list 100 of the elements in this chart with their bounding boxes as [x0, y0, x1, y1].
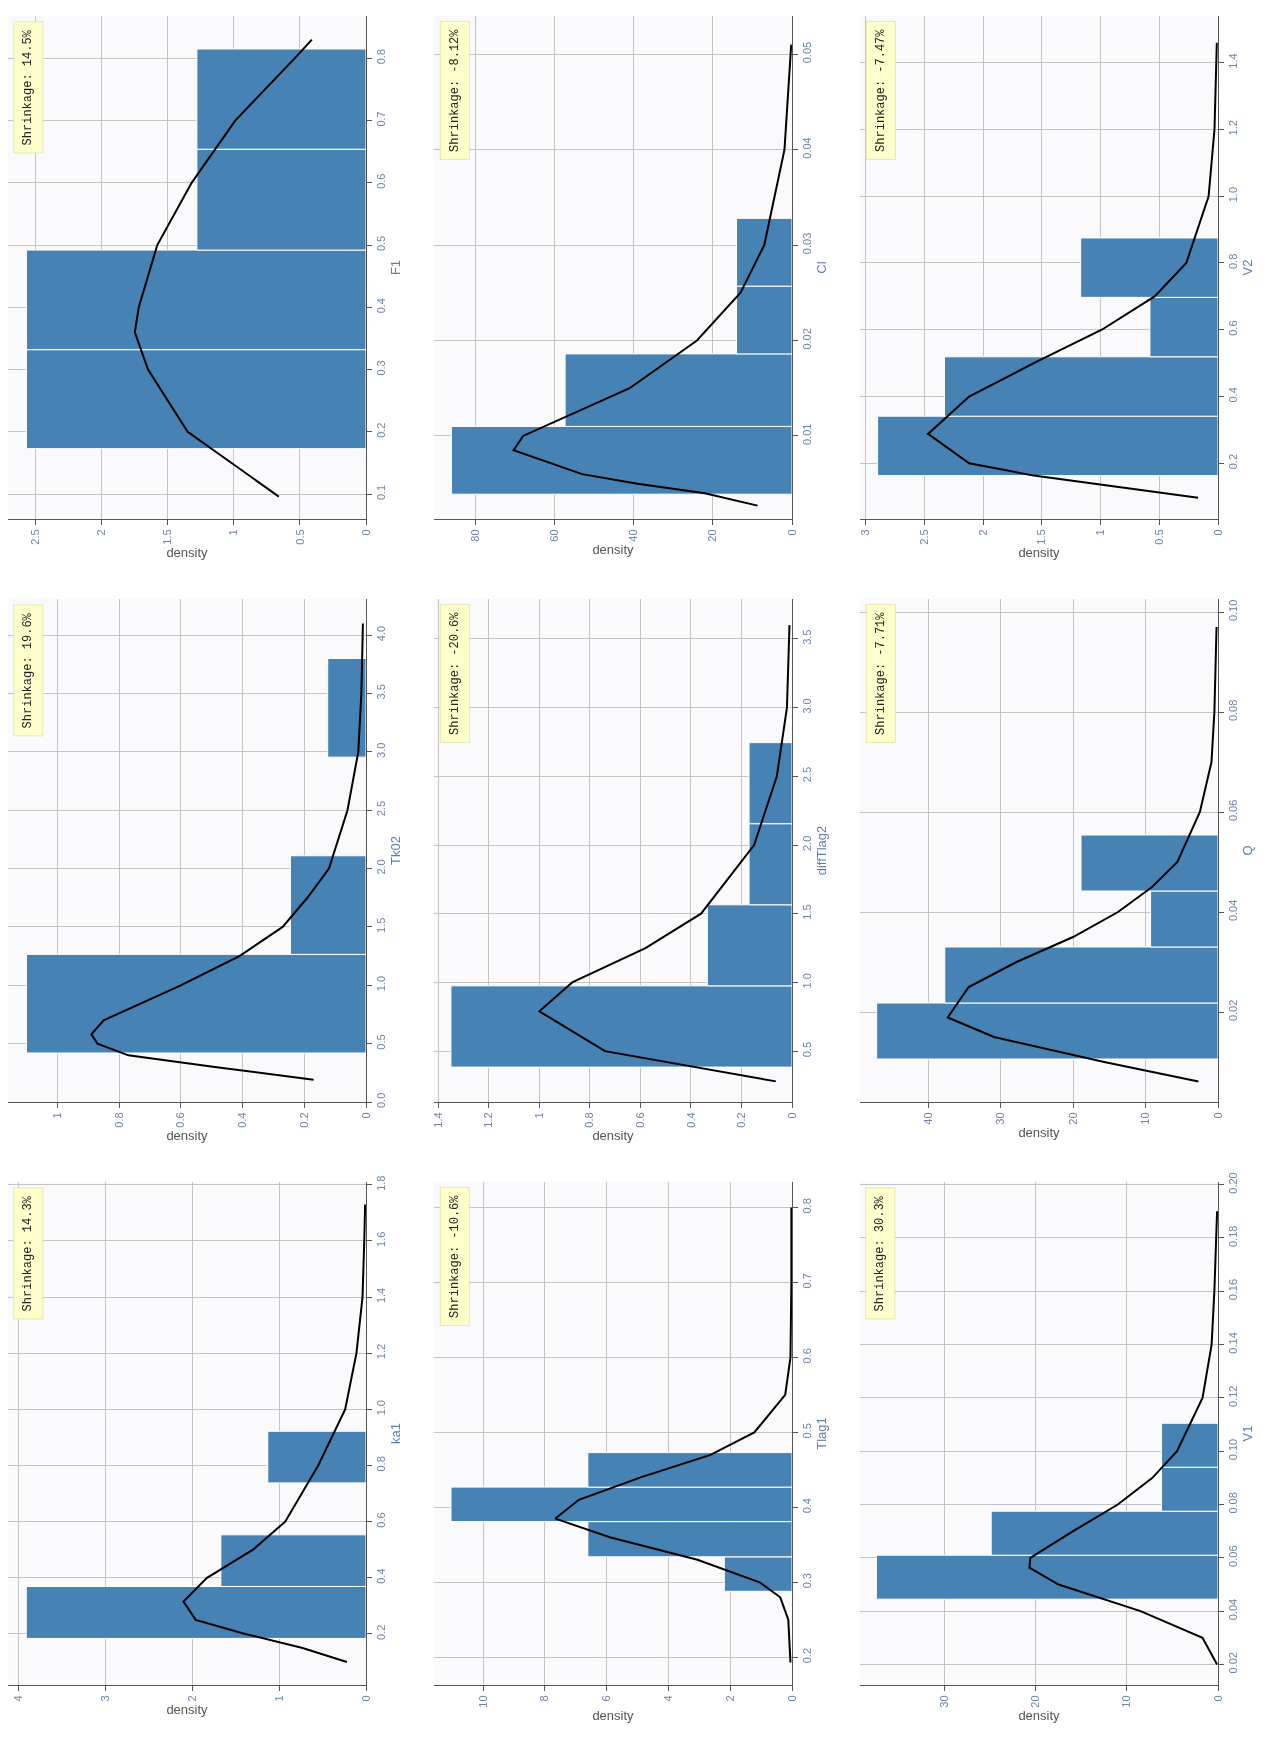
y-tick-label: 0.14	[1227, 1332, 1240, 1354]
annotation: Shrinkage: -10.6%	[447, 1194, 462, 1318]
y-tick-label: 0.8	[1227, 253, 1240, 269]
x-tick-label: 40	[627, 529, 640, 542]
x-tick-label: 0.4	[236, 1112, 249, 1128]
x-tick-label: 0.5	[1152, 529, 1165, 545]
x-axis-title: density	[592, 1708, 635, 1724]
y-tick-label: 0.6	[375, 173, 388, 189]
y-tick-label: 3.5	[375, 684, 388, 700]
x-tick-label: 0.4	[684, 1112, 697, 1128]
y-tick-label: 2.5	[801, 766, 814, 783]
y-tick-label: 0.6	[801, 1348, 814, 1364]
x-tick-label: 30	[994, 1112, 1007, 1125]
y-tick-label: 0.03	[801, 232, 814, 255]
x-tick-label: 10	[476, 1695, 489, 1708]
x-axis-title: density	[166, 1128, 209, 1144]
x-tick-label: 4	[12, 1695, 25, 1702]
y-tick-label: 0.2	[1227, 453, 1240, 470]
y-tick-label: 0.4	[801, 1498, 814, 1514]
y-tick-label: 1.4	[1227, 53, 1240, 69]
y-tick-label: 0.6	[375, 1512, 388, 1528]
x-tick-label: 0	[785, 1695, 798, 1702]
y-tick-label: 0.02	[1227, 1652, 1240, 1674]
y-tick-label: 0.04	[1227, 899, 1240, 922]
y-tick-label: 3.0	[375, 742, 388, 758]
y-tick-label: 0.12	[1227, 1385, 1240, 1407]
y-tick-label: 0.7	[801, 1273, 814, 1289]
y-axis-title: Tk02	[387, 836, 403, 865]
y-tick-label: 0.02	[1227, 999, 1240, 1022]
x-axis-title: density	[592, 542, 635, 558]
y-tick-label: 0.5	[801, 1423, 814, 1439]
annotation: Shrinkage: -7.71%	[873, 611, 888, 735]
y-axis-title: V1	[1239, 1425, 1255, 1442]
x-tick-label: 0.6	[174, 1112, 187, 1128]
y-tick-label: 0.3	[801, 1573, 814, 1589]
y-axis-title: ka1	[387, 1423, 403, 1444]
x-tick-label: 60	[547, 529, 560, 542]
annotation: Shrinkage: -20.6%	[447, 611, 462, 735]
x-tick-label: 3	[859, 529, 872, 536]
x-tick-label: 0.6	[633, 1112, 646, 1128]
y-tick-label: 0.8	[375, 1456, 388, 1472]
y-tick-label: 0.08	[1227, 1492, 1240, 1514]
y-tick-label: 0.4	[1227, 387, 1240, 403]
x-tick-label: 0	[1211, 1112, 1224, 1119]
y-tick-label: 3.0	[801, 698, 814, 714]
x-axis-title: density	[166, 545, 209, 561]
y-axis-title: Tlag1	[813, 1417, 829, 1450]
y-tick-label: 3.5	[801, 629, 814, 645]
y-tick-label: 0.0	[375, 1092, 388, 1108]
x-tick-label: 20	[1066, 1112, 1079, 1125]
y-axis-title: V2	[1239, 259, 1255, 276]
x-tick-label: 0.2	[297, 1112, 310, 1128]
y-tick-label: 1.0	[801, 973, 814, 989]
annotation: Shrinkage: 14.3%	[21, 1195, 36, 1312]
x-tick-label: 0	[359, 529, 372, 536]
x-axis-title: density	[166, 1702, 209, 1718]
y-tick-label: 0.04	[801, 137, 814, 159]
x-tick-label: 1	[1094, 529, 1107, 536]
annotation: Shrinkage: -7.47%	[873, 28, 888, 152]
y-tick-label: 1.4	[375, 1287, 388, 1304]
x-tick-label: 20	[1029, 1695, 1042, 1708]
y-tick-label: 1.0	[1227, 186, 1240, 203]
y-tick-label: 2.0	[801, 835, 814, 851]
x-tick-label: 2.5	[918, 529, 931, 545]
annotation: Shrinkage: 14.5%	[21, 29, 36, 146]
y-tick-label: 1.0	[375, 975, 388, 992]
y-tick-label: 0.2	[375, 1624, 388, 1640]
y-tick-label: 0.7	[375, 111, 388, 127]
x-tick-label: 10	[1139, 1112, 1152, 1125]
y-tick-label: 1.2	[375, 1343, 388, 1360]
y-tick-label: 0.8	[801, 1198, 814, 1214]
y-tick-label: 0.20	[1227, 1172, 1240, 1194]
x-tick-label: 2	[723, 1695, 736, 1702]
x-tick-label: 4	[662, 1695, 675, 1702]
x-tick-label: 80	[468, 529, 481, 542]
x-tick-label: 0	[359, 1695, 372, 1702]
y-tick-label: 0.10	[1227, 599, 1240, 622]
y-tick-label: 0.5	[801, 1041, 814, 1058]
y-tick-label: 0.01	[801, 423, 814, 446]
y-tick-label: 1.0	[375, 1400, 388, 1416]
y-tick-label: 1.5	[801, 904, 814, 920]
y-tick-label: 0.10	[1227, 1438, 1240, 1461]
y-tick-label: 0.5	[375, 235, 388, 252]
x-axis-title: density	[592, 1128, 635, 1144]
x-axis-title: density	[1018, 1708, 1061, 1724]
x-tick-label: 40	[921, 1112, 934, 1125]
x-tick-label: 2.5	[29, 529, 42, 545]
x-tick-label: 0.8	[112, 1112, 125, 1128]
x-tick-label: 0	[785, 529, 798, 536]
x-tick-label: 1.5	[1035, 529, 1048, 545]
y-tick-label: 0.4	[375, 1568, 388, 1584]
y-tick-label: 0.04	[1227, 1598, 1240, 1621]
x-axis-title: density	[1018, 1125, 1061, 1141]
y-axis-title: Q	[1239, 845, 1255, 856]
y-tick-label: 0.06	[1227, 1545, 1240, 1567]
x-tick-label: 2	[185, 1695, 198, 1702]
y-tick-label: 0.4	[375, 298, 388, 314]
annotation: Shrinkage: 19.6%	[21, 612, 36, 729]
x-tick-label: 0.2	[735, 1112, 748, 1128]
y-tick-label: 0.08	[1227, 699, 1240, 722]
